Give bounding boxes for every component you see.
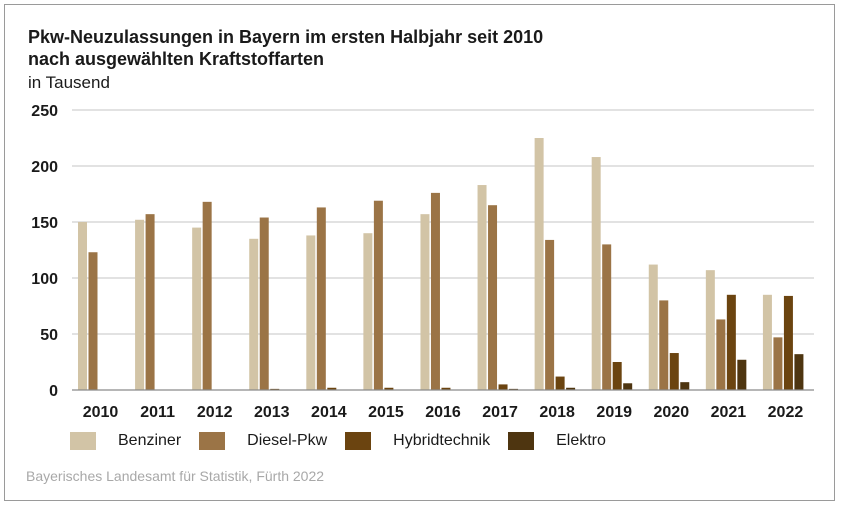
legend-swatch <box>70 432 96 450</box>
x-tick-label: 2020 <box>654 404 690 421</box>
bar-benziner-2021 <box>705 270 715 390</box>
y-tick-label: 0 <box>49 383 58 400</box>
legend-swatch <box>345 432 372 450</box>
legend-label: Diesel-Pkw <box>247 432 328 449</box>
bar-benziner-2018 <box>534 138 544 390</box>
source-note: Bayerisches Landesamt für Statistik, Für… <box>26 468 325 484</box>
bar-diesel-pkw-2015 <box>373 200 383 390</box>
x-tick-label: 2022 <box>768 404 804 421</box>
bar-benziner-2014 <box>306 235 316 390</box>
x-tick-label: 2019 <box>596 404 632 421</box>
bar-diesel-pkw-2010 <box>88 252 98 390</box>
legend: Benziner Diesel-Pkw Hybridtechnik Elektro <box>70 430 624 452</box>
x-tick-label: 2021 <box>711 404 747 421</box>
bar-benziner-2013 <box>249 238 259 390</box>
legend-label: Elektro <box>556 432 606 449</box>
y-tick-label: 200 <box>31 159 58 176</box>
bar-diesel-pkw-2019 <box>602 244 612 390</box>
bar-diesel-pkw-2020 <box>659 300 669 390</box>
bar-diesel-pkw-2013 <box>259 217 269 390</box>
bar-hybridtechnik-2022 <box>783 295 793 390</box>
x-tick-label: 2014 <box>311 404 347 421</box>
bar-hybridtechnik-2015 <box>384 387 394 390</box>
bar-diesel-pkw-2017 <box>488 205 498 390</box>
y-axis-unit-label: in Tausend <box>28 73 110 92</box>
bar-benziner-2020 <box>648 264 658 390</box>
bar-diesel-pkw-2011 <box>145 214 155 390</box>
x-tick-label: 2012 <box>197 404 233 421</box>
y-tick-label: 150 <box>31 215 58 232</box>
bar-benziner-2017 <box>477 185 487 390</box>
bar-diesel-pkw-2021 <box>716 319 726 390</box>
bar-diesel-pkw-2016 <box>430 192 440 390</box>
y-tick-label: 100 <box>31 271 58 288</box>
bar-hybridtechnik-2017 <box>498 384 508 390</box>
bar-elektro-2022 <box>794 354 804 390</box>
bar-hybridtechnik-2014 <box>327 387 337 390</box>
legend-item-benziner: Benziner <box>70 432 181 450</box>
bar-benziner-2022 <box>762 294 772 390</box>
bar-chart: 0 50 100 150 200 250 2010 2011 2012 2013 2014 2015 2… <box>31 103 814 421</box>
legend-item-hybridtechnik: Hybridtechnik <box>345 432 490 450</box>
legend-swatch <box>508 432 535 450</box>
legend-label: Benziner <box>118 432 182 449</box>
bar-diesel-pkw-2018 <box>545 239 555 390</box>
bar-benziner-2010 <box>78 222 87 390</box>
bar-elektro-2021 <box>737 359 747 390</box>
y-tick-label: 50 <box>40 327 58 344</box>
x-tick-label: 2018 <box>539 404 575 421</box>
bar-benziner-2016 <box>420 214 430 390</box>
bar-benziner-2015 <box>363 233 373 390</box>
bar-diesel-pkw-2014 <box>316 207 326 390</box>
chart-subtitle: nach ausgewählten Kraftstoffarten <box>28 49 325 69</box>
bar-hybridtechnik-2020 <box>669 353 679 390</box>
bar-hybridtechnik-2021 <box>726 294 736 390</box>
legend-item-elektro: Elektro <box>508 432 606 450</box>
bar-benziner-2012 <box>192 227 202 390</box>
x-tick-label: 2011 <box>140 404 175 421</box>
x-tick-label: 2010 <box>83 404 119 421</box>
legend-item-diesel-pkw: Diesel-Pkw <box>199 432 327 450</box>
bar-benziner-2019 <box>591 157 601 390</box>
bar-diesel-pkw-2022 <box>773 337 783 390</box>
chart-title: Pkw-Neuzulassungen in Bayern im ersten H… <box>28 27 544 47</box>
bar-hybridtechnik-2016 <box>441 387 451 390</box>
bar-hybridtechnik-2019 <box>612 362 622 390</box>
bar-elektro-2020 <box>680 382 690 390</box>
bar-hybridtechnik-2018 <box>555 376 565 390</box>
x-tick-label: 2016 <box>425 404 461 421</box>
x-tick-label: 2013 <box>254 404 290 421</box>
bar-elektro-2019 <box>623 383 633 390</box>
bar-benziner-2011 <box>135 219 145 390</box>
legend-swatch <box>199 432 226 450</box>
x-tick-label: 2015 <box>368 404 404 421</box>
bar-elektro-2018 <box>566 387 576 390</box>
y-tick-label: 250 <box>31 103 58 120</box>
legend-label: Hybridtechnik <box>393 432 491 449</box>
x-tick-label: 2017 <box>482 404 518 421</box>
bar-diesel-pkw-2012 <box>202 201 212 390</box>
